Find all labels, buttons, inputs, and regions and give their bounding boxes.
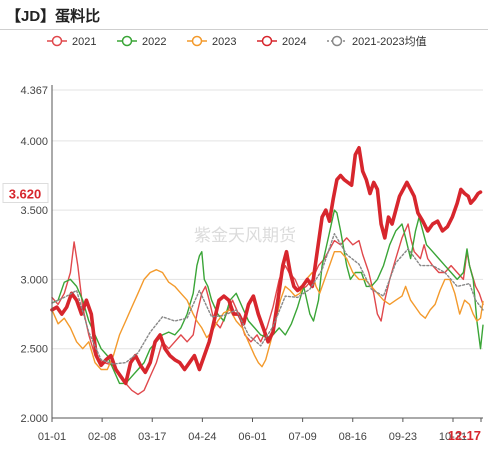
legend-label: 2021: [72, 36, 96, 48]
legend-item-2021-2023均值: 2021-2023均值: [327, 35, 427, 48]
y-tick-label: 2.000: [20, 413, 48, 425]
current-value-box: [2, 183, 49, 204]
y-tick-label: 4.000: [20, 136, 48, 148]
chart-title: 【JD】蛋料比: [6, 8, 101, 25]
series-line-2021-2023均值: [51, 233, 484, 365]
legend-item-2021: 2021: [47, 35, 96, 48]
axes: 2.000 2.500 3.000 3.500 4.000 4.367 01-01 02-08…: [2, 85, 483, 443]
y-tick-label: 4.367: [20, 85, 48, 97]
legend-item-2022: 2022: [117, 35, 166, 48]
x-tick-label: 04-24: [188, 431, 216, 443]
legend-label: 2021-2023均值: [352, 35, 427, 48]
legend-label: 2022: [142, 36, 166, 48]
x-tick-label: 02-08: [88, 431, 116, 443]
watermark-text: 紫金天风期货: [194, 226, 296, 245]
legend-label: 2024: [282, 36, 306, 48]
x-tick-label: 12-17: [448, 428, 481, 443]
series-line-2022: [51, 209, 484, 385]
legend-item-2024: 2024: [257, 35, 306, 48]
x-tick-label: 06-01: [238, 431, 266, 443]
legend: 2021 2022 2023 2024 2021-2023均值: [47, 35, 427, 48]
x-tick-label: 07-09: [289, 431, 317, 443]
legend-label: 2023: [212, 36, 236, 48]
series-line-2023: [51, 251, 484, 371]
legend-marker-icon: [121, 35, 133, 47]
current-value-label: 3.620: [9, 187, 42, 202]
series-lines: [50, 146, 484, 396]
legend-item-2023: 2023: [187, 35, 236, 48]
y-tick-label: 2.500: [20, 344, 48, 356]
x-tick-label: 01-01: [38, 431, 66, 443]
legend-marker-icon: [51, 35, 63, 47]
x-tick-label: 10-31: [439, 431, 467, 443]
legend-marker-icon: [261, 35, 273, 47]
legend-marker-icon: [331, 35, 343, 47]
title-divider: [0, 29, 488, 30]
x-tick-label: 09-23: [389, 431, 417, 443]
series-line-2024: [50, 146, 483, 386]
watermark: 紫金天风期货: [194, 226, 296, 245]
legend-marker-icon: [191, 35, 203, 47]
x-tick-label: 03-17: [138, 431, 166, 443]
y-tick-label: 3.000: [20, 274, 48, 286]
grid: [52, 89, 483, 419]
y-tick-label: 3.500: [20, 205, 48, 217]
x-tick-label: 08-16: [339, 431, 367, 443]
